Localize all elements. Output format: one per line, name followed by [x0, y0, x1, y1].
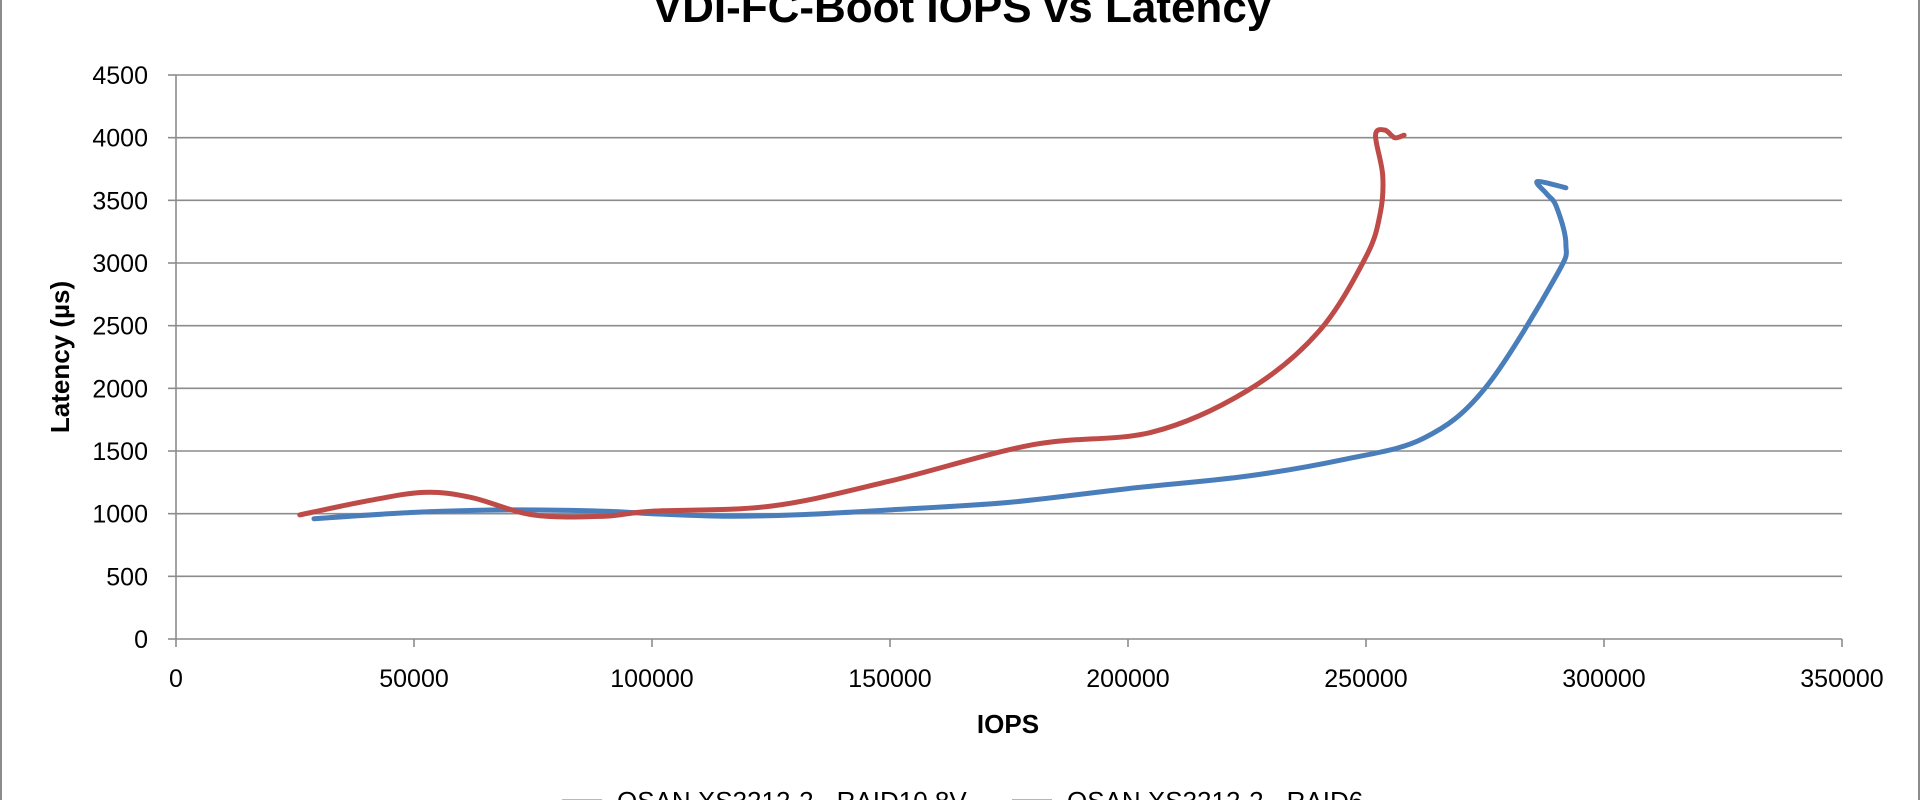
legend-label: QSAN XS3212-2 - RAID10 8V — [617, 786, 967, 800]
y-tick-label: 1500 — [92, 438, 148, 466]
x-tick-label: 150000 — [848, 665, 931, 693]
series-line-raid6 — [297, 127, 1407, 520]
x-tick-label: 250000 — [1324, 665, 1407, 693]
y-tick-label: 1000 — [92, 501, 148, 529]
x-axis-title: IOPS — [977, 709, 1039, 739]
y-tick-label: 500 — [106, 563, 148, 591]
legend-label: QSAN XS3212-2 - RAID6 — [1067, 786, 1363, 800]
x-tick-label: 50000 — [379, 665, 449, 693]
x-tick-label: 200000 — [1086, 665, 1169, 693]
y-tick-label: 2500 — [92, 313, 148, 341]
x-tick-label: 350000 — [1800, 665, 1883, 693]
y-tick-label: 2000 — [92, 375, 148, 403]
y-tick-label: 3000 — [92, 250, 148, 278]
x-tick-label: 0 — [169, 665, 183, 693]
y-axis-title: Latency (µs) — [45, 281, 75, 433]
x-tick-label: 100000 — [610, 665, 693, 693]
y-tick-label: 4000 — [92, 125, 148, 153]
y-tick-label: 4500 — [92, 62, 148, 90]
y-tick-label: 3500 — [92, 187, 148, 215]
y-tick-label: 0 — [134, 626, 148, 654]
series-line-raid10 — [311, 178, 1569, 522]
x-tick-label: 300000 — [1562, 665, 1645, 693]
chart-title: VDI-FC-Boot IOPS vs Latency — [653, 0, 1272, 32]
